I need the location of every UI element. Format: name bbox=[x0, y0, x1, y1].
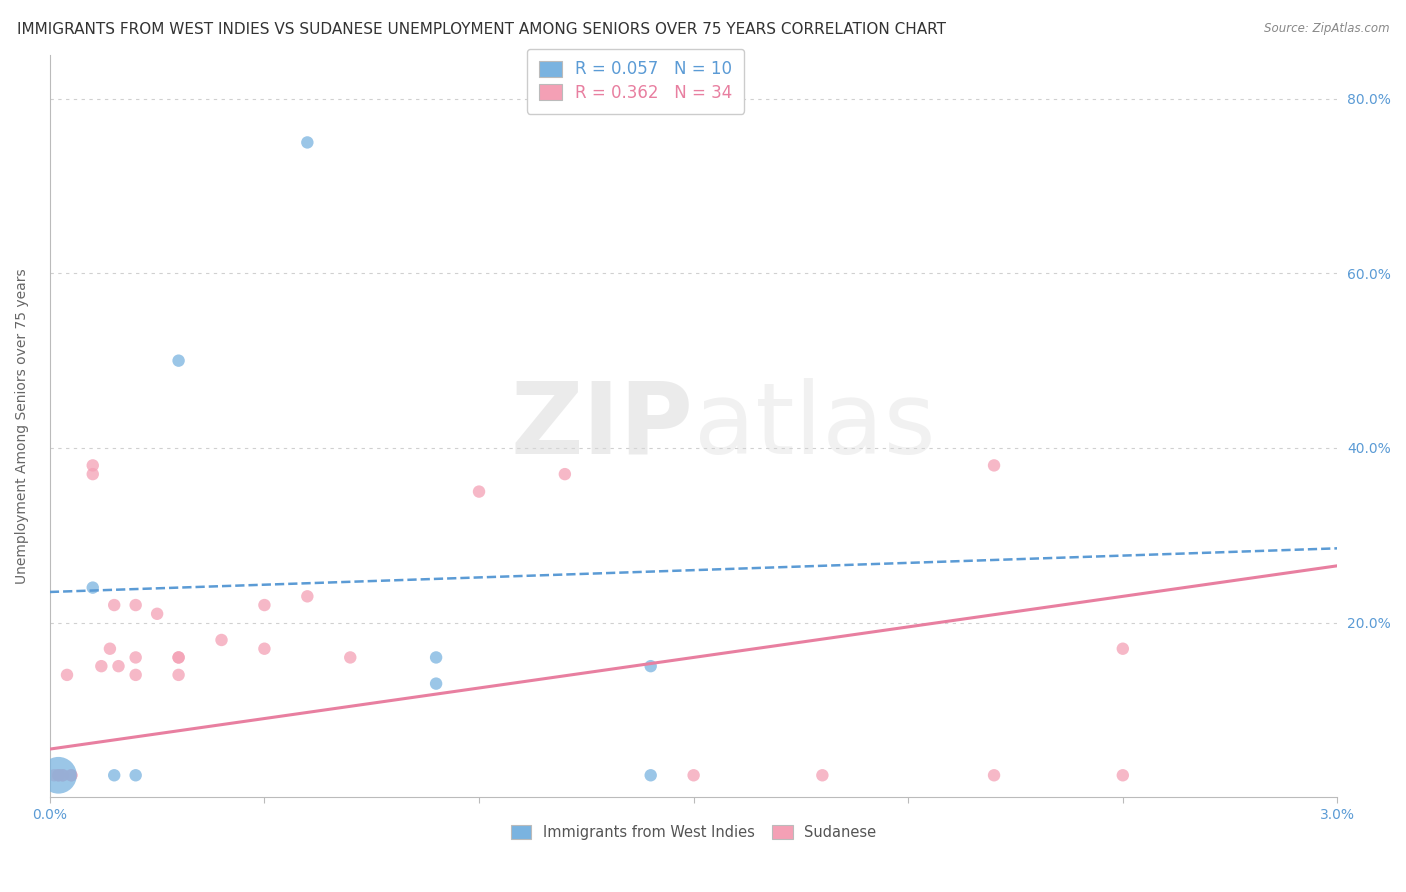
Point bbox=[60, 768, 83, 782]
Point bbox=[425, 676, 447, 690]
Point bbox=[339, 650, 361, 665]
Point bbox=[811, 768, 834, 782]
Point bbox=[167, 650, 190, 665]
Point bbox=[554, 467, 576, 482]
Point bbox=[253, 598, 276, 612]
Y-axis label: Unemployment Among Seniors over 75 years: Unemployment Among Seniors over 75 years bbox=[15, 268, 30, 584]
Point bbox=[211, 632, 233, 647]
Point bbox=[124, 668, 146, 682]
Point bbox=[56, 668, 79, 682]
Point bbox=[124, 650, 146, 665]
Point bbox=[167, 650, 190, 665]
Point bbox=[52, 768, 75, 782]
Point bbox=[297, 590, 319, 604]
Point bbox=[167, 353, 190, 368]
Point bbox=[640, 659, 662, 673]
Text: IMMIGRANTS FROM WEST INDIES VS SUDANESE UNEMPLOYMENT AMONG SENIORS OVER 75 YEARS: IMMIGRANTS FROM WEST INDIES VS SUDANESE … bbox=[17, 22, 946, 37]
Text: Source: ZipAtlas.com: Source: ZipAtlas.com bbox=[1264, 22, 1389, 36]
Point bbox=[52, 768, 75, 782]
Text: atlas: atlas bbox=[693, 377, 935, 475]
Point bbox=[682, 768, 704, 782]
Point bbox=[640, 768, 662, 782]
Point bbox=[48, 768, 70, 782]
Point bbox=[124, 598, 146, 612]
Point bbox=[425, 650, 447, 665]
Point bbox=[253, 641, 276, 656]
Point bbox=[48, 768, 70, 782]
Point bbox=[167, 668, 190, 682]
Point bbox=[107, 659, 129, 673]
Point bbox=[42, 768, 65, 782]
Point bbox=[1112, 768, 1135, 782]
Point bbox=[82, 458, 104, 473]
Point bbox=[103, 768, 125, 782]
Point bbox=[297, 136, 319, 150]
Point bbox=[983, 768, 1005, 782]
Point bbox=[48, 768, 70, 782]
Point bbox=[103, 598, 125, 612]
Text: ZIP: ZIP bbox=[510, 377, 693, 475]
Point bbox=[124, 768, 146, 782]
Point bbox=[146, 607, 169, 621]
Point bbox=[1112, 641, 1135, 656]
Point bbox=[60, 768, 83, 782]
Point bbox=[82, 467, 104, 482]
Point bbox=[98, 641, 121, 656]
Point bbox=[468, 484, 491, 499]
Point bbox=[983, 458, 1005, 473]
Legend: Immigrants from West Indies, Sudanese: Immigrants from West Indies, Sudanese bbox=[505, 819, 883, 846]
Point bbox=[82, 581, 104, 595]
Point bbox=[90, 659, 112, 673]
